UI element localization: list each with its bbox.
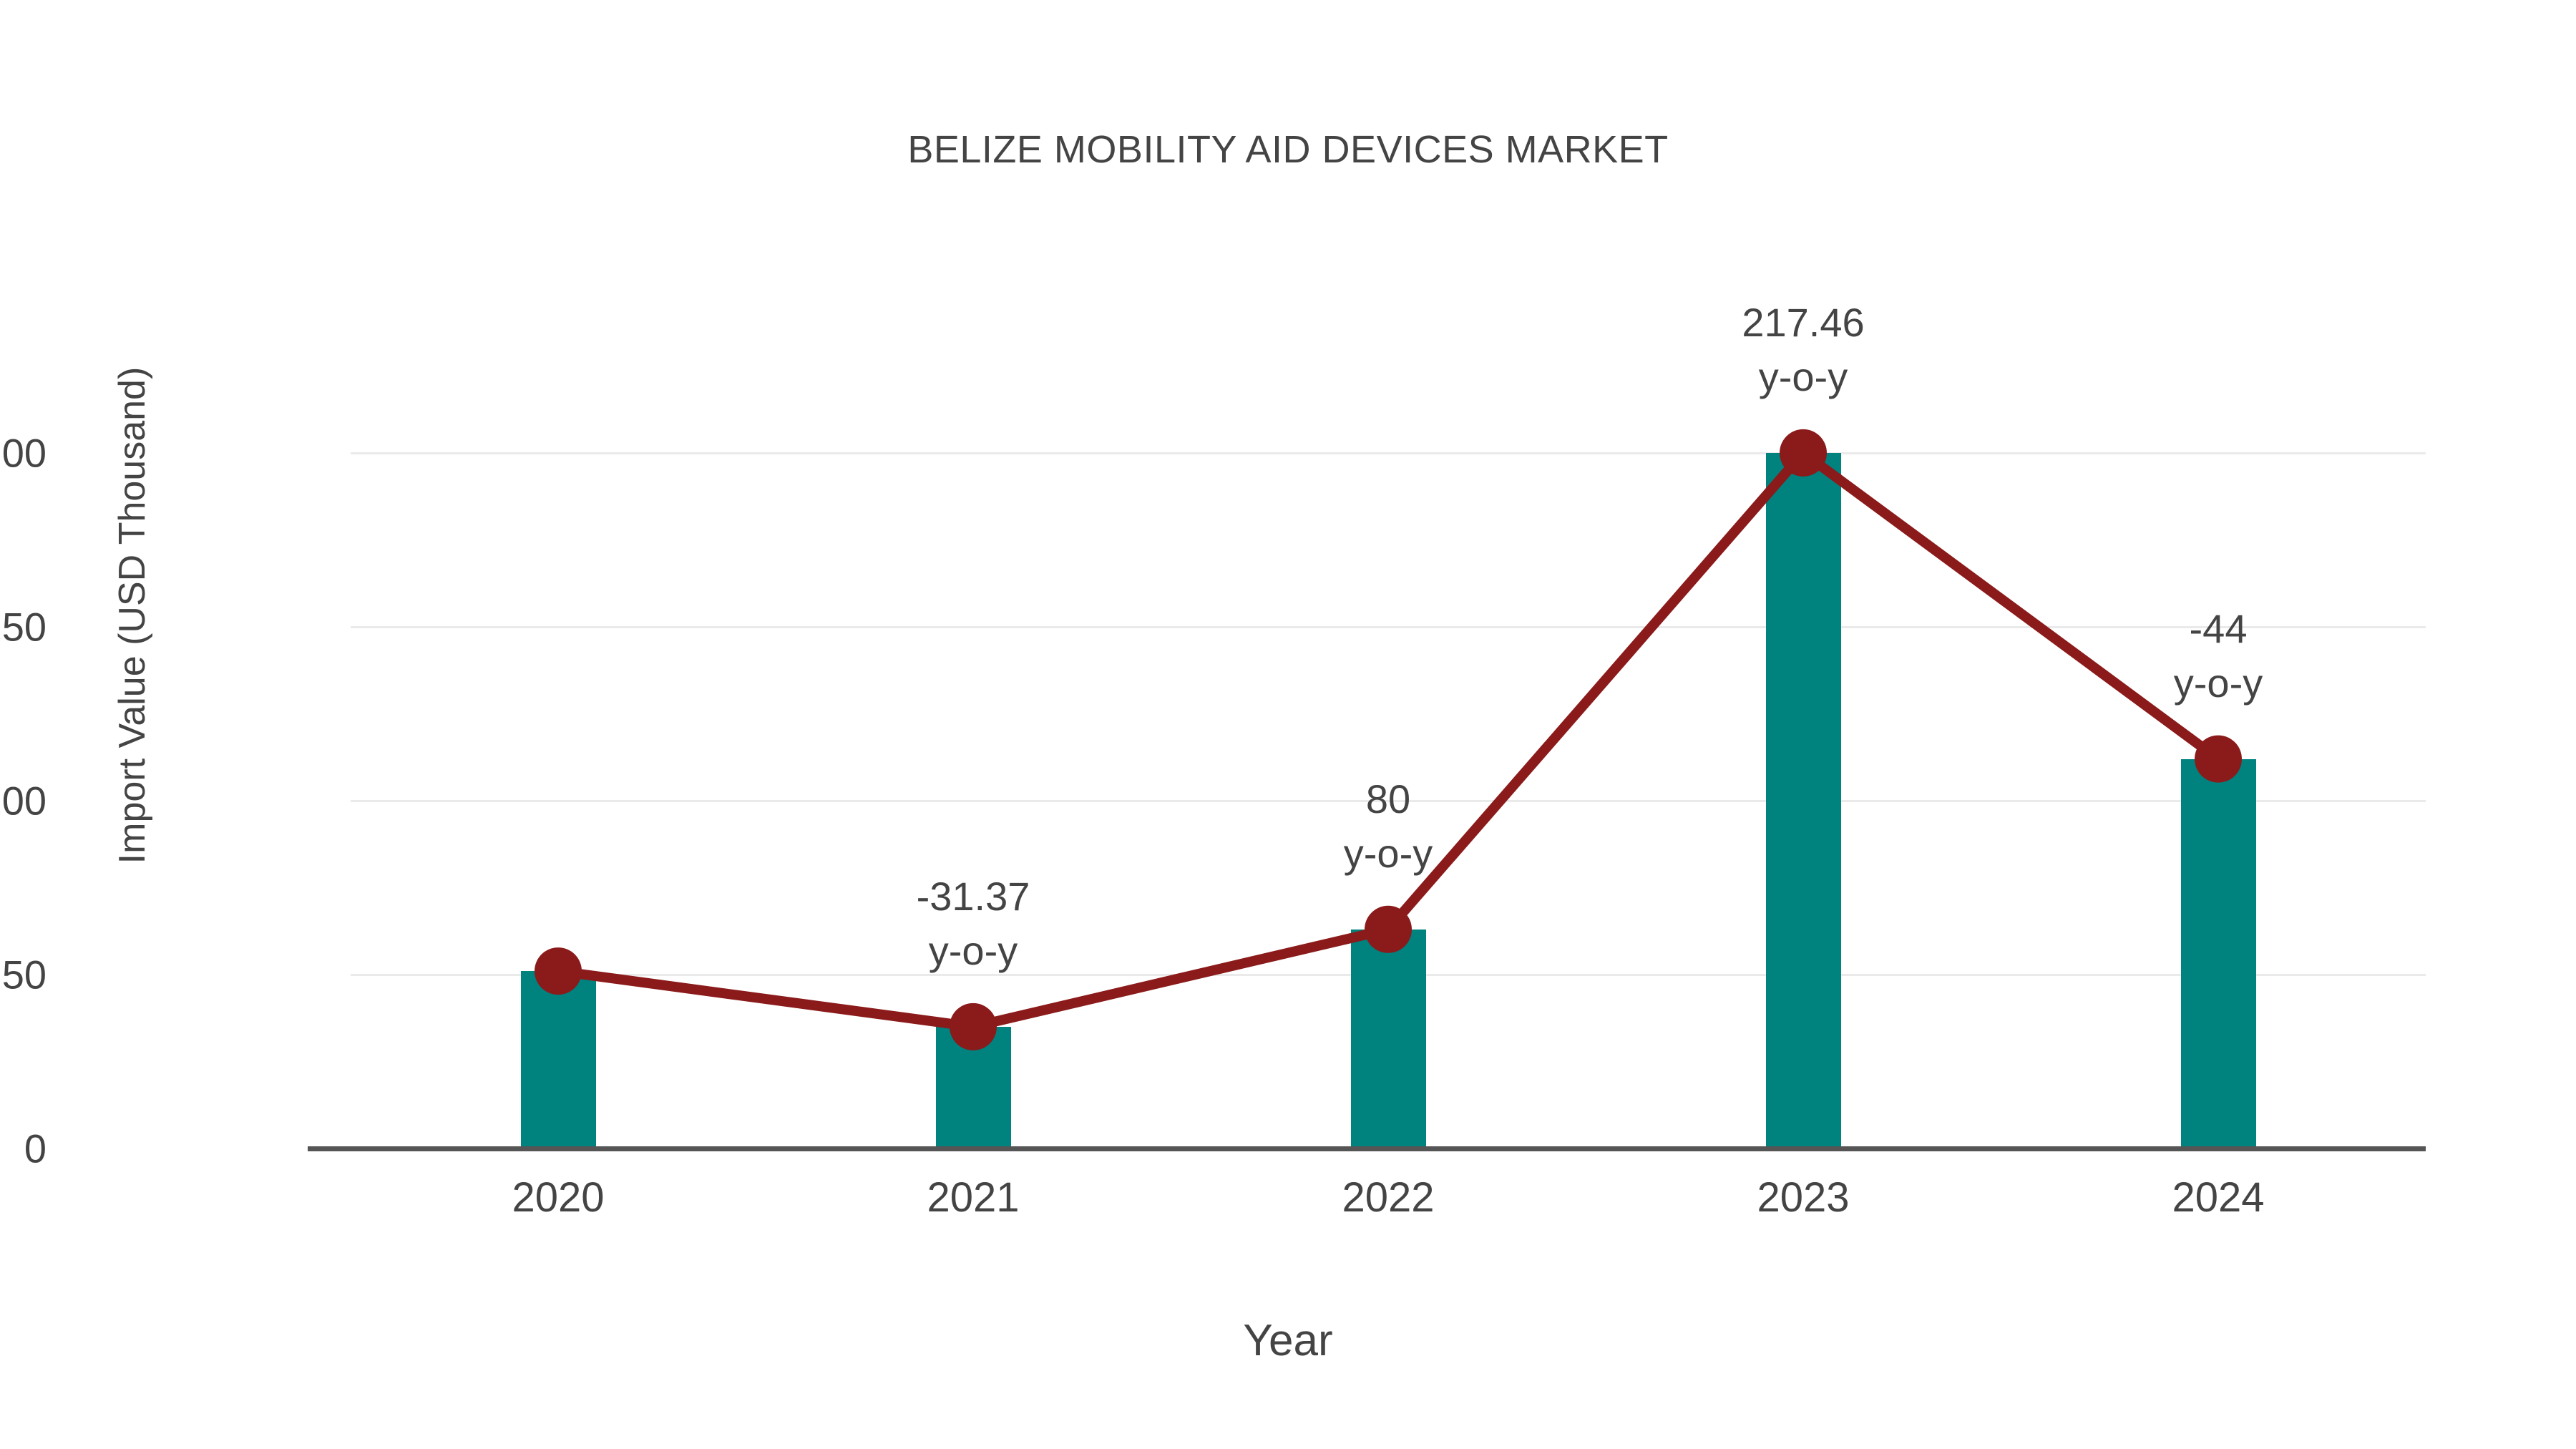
annotation-unit: y-o-y	[1343, 830, 1433, 876]
y-tick-label: 50	[1, 952, 47, 997]
annotation-value: -31.37	[916, 873, 1030, 919]
line-series	[535, 429, 2242, 1050]
yoy-marker-2024[interactable]	[2195, 735, 2242, 783]
yoy-marker-2023[interactable]	[1780, 429, 1827, 477]
gridline	[351, 799, 2426, 802]
x-tick-label-2022: 2022	[1342, 1174, 1435, 1221]
y-tick-label: 100	[0, 778, 47, 824]
annotation-2023: 217.46 y-o-y	[1742, 299, 1865, 399]
annotation-unit: y-o-y	[1758, 353, 1848, 399]
x-tick-label-2021: 2021	[927, 1174, 1020, 1221]
y-tick-label: 150	[0, 604, 47, 650]
annotation-2022: 80 y-o-y	[1344, 779, 1433, 874]
x-tick-label-2024: 2024	[2172, 1174, 2265, 1221]
chart-title: BELIZE MOBILITY AID DEVICES MARKET	[907, 128, 1669, 171]
annotation-2021: -31.37 y-o-y	[916, 873, 1030, 973]
annotation-unit: y-o-y	[928, 927, 1018, 973]
x-tick-label-2020: 2020	[512, 1174, 605, 1221]
x-axis-title: Year	[1243, 1316, 1333, 1365]
annotation-unit: y-o-y	[2173, 660, 2263, 706]
x-tick-label-2023: 2023	[1757, 1174, 1850, 1221]
bar-2022[interactable]	[1350, 929, 1426, 1148]
y-tick-label: 0	[24, 1126, 47, 1171]
annotation-2024: -44 y-o-y	[2173, 605, 2263, 706]
yoy-markers	[535, 429, 2242, 1050]
yoy-marker-2022[interactable]	[1365, 905, 1412, 953]
bar-2020[interactable]	[520, 971, 596, 1148]
bar-2023[interactable]	[1765, 452, 1841, 1148]
y-tick-label: 200	[0, 430, 47, 476]
yoy-marker-2021[interactable]	[950, 1002, 997, 1050]
bar-2024[interactable]	[2180, 758, 2256, 1148]
annotation-value: 217.46	[1742, 299, 1865, 345]
plot-area: 2020 2021 2022 2023 2024	[308, 401, 2426, 1221]
yoy-marker-2020[interactable]	[535, 947, 582, 995]
annotation-value: -44	[2189, 605, 2248, 651]
y-axis-title: Import Value (USD Thousand)	[112, 366, 153, 864]
x-axis-line	[308, 1146, 2426, 1151]
gridline	[351, 452, 2426, 454]
gridline	[351, 625, 2426, 628]
annotation-value: 80	[1365, 776, 1411, 821]
